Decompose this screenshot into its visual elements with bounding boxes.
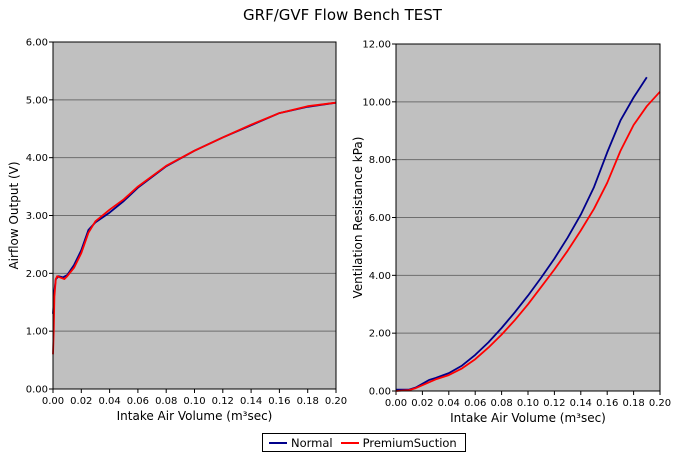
x-tick-label: 0.00 [385,398,407,409]
series-line-premiumsuction [395,91,661,392]
x-tick-label: 0.16 [268,396,290,407]
y-tick-label: 2.00 [369,329,391,340]
x-axis-label: Intake Air Volume (m³sec) [117,409,273,423]
plot-border [395,43,661,392]
x-tick-label: 0.12 [212,396,234,407]
legend-label-premiumsuction: PremiumSuction [362,435,457,450]
y-tick-label: 8.00 [369,155,391,166]
x-tick-label: 0.00 [42,396,64,407]
x-tick-label: 0.06 [127,396,149,407]
legend-item-normal: Normal [269,436,333,450]
y-tick-label: 1.00 [26,327,48,338]
x-tick-label: 0.02 [70,396,92,407]
x-tick-label: 0.06 [464,398,486,409]
left-panel-airflow-output: 0.00 1.00 2.00 3.00 4.00 5.00 6.00 0.00 0.02 0.04… [7,38,347,424]
x-tick-label: 0.16 [596,398,618,409]
x-tick-label: 0.14 [240,396,262,407]
y-tick-label: 6.00 [369,213,391,224]
y-tick-label: 0.00 [26,385,48,396]
x-tick-label: 0.10 [183,396,205,407]
y-tick-label: 12.00 [362,40,391,51]
y-tick-label: 3.00 [26,211,48,222]
y-tick-label: 4.00 [26,153,48,164]
x-tick-label: 0.14 [570,398,592,409]
x-tick-label: 0.04 [438,398,460,409]
x-tick-label: 0.20 [325,396,347,407]
legend-item-premiumsuction: PremiumSuction [340,435,457,450]
x-axis-label: Intake Air Volume (m³sec) [450,411,606,425]
series-line-normal [396,76,648,391]
x-tick-label: 0.02 [411,398,433,409]
y-tick-label: 5.00 [26,95,48,106]
right-panel-ventilation-resistance: 0.00 2.00 4.00 6.00 8.00 10.00 12.00 0.00 0.02 0.… [351,40,671,426]
x-tick-label: 0.08 [490,398,512,409]
y-tick-label: 10.00 [362,97,391,108]
chart-title: GRF/GVF Flow Bench TEST [243,6,442,24]
x-tick-label: 0.04 [98,396,120,407]
legend-swatch-normal [269,441,287,444]
y-tick-label: 6.00 [26,38,48,49]
legend: Normal PremiumSuction [262,433,466,452]
x-tick-label: 0.12 [543,398,565,409]
x-tick-label: 0.18 [297,396,319,407]
y-tick-label: 2.00 [26,269,48,280]
series-line-premiumsuction [52,101,337,355]
y-tick-label: 4.00 [369,271,391,282]
legend-label-normal: Normal [291,435,333,450]
x-tick-label: 0.18 [622,398,644,409]
y-axis-label: Airflow Output (V) [7,161,21,269]
x-tick-label: 0.08 [155,396,177,407]
y-axis-label: Ventilation Resistance kPa) [351,137,365,299]
x-tick-label: 0.20 [649,398,671,409]
y-tick-label: 0.00 [369,387,391,398]
x-tick-label: 0.10 [517,398,539,409]
plot-border [52,41,337,390]
legend-swatch-premiumsuction [340,441,359,444]
